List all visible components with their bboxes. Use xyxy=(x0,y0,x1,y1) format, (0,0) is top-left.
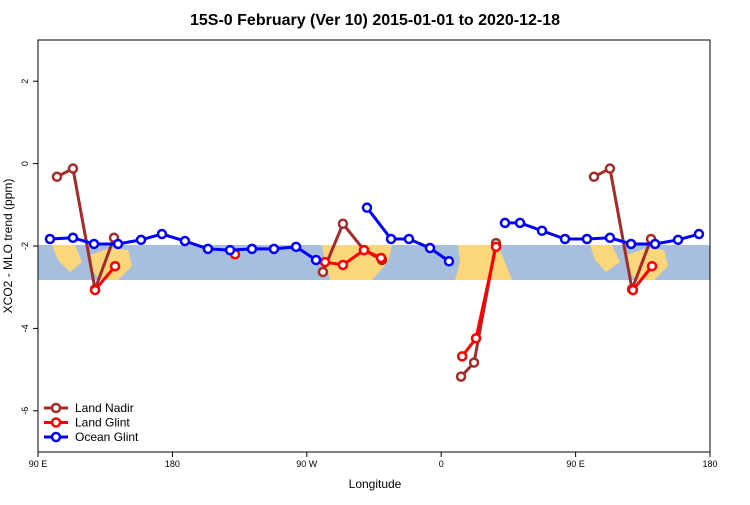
legend-label: Land Glint xyxy=(75,416,130,430)
point xyxy=(337,259,349,271)
y-axis-label: XCO2 - MLO trend (ppm) xyxy=(1,179,15,314)
x-tick-label: 90 E xyxy=(566,459,585,469)
point xyxy=(361,202,373,213)
map-background xyxy=(38,245,710,280)
series-line xyxy=(56,166,653,378)
x-axis-label: Longitude xyxy=(349,477,402,491)
point xyxy=(112,238,124,250)
point xyxy=(627,284,639,296)
point xyxy=(179,235,191,247)
point xyxy=(693,228,705,240)
point xyxy=(375,252,387,264)
point xyxy=(470,333,482,344)
point xyxy=(443,255,455,267)
point xyxy=(604,232,616,244)
chart-title: 15S-0 February (Ver 10) 2015-01-01 to 20… xyxy=(190,12,560,29)
land xyxy=(455,245,512,280)
point xyxy=(672,234,684,246)
point xyxy=(290,241,302,253)
point xyxy=(559,233,571,245)
point xyxy=(499,217,511,229)
point xyxy=(514,217,526,229)
point xyxy=(224,244,236,256)
y-tick-label: 0 xyxy=(20,161,30,166)
x-tick-label: 180 xyxy=(702,459,717,469)
x-tick-label: 90 W xyxy=(296,459,318,469)
point xyxy=(403,233,415,245)
point xyxy=(490,241,502,253)
x-tick-label: 0 xyxy=(439,459,444,469)
point xyxy=(604,163,616,174)
point xyxy=(317,266,329,278)
legend-marker xyxy=(50,402,62,414)
point xyxy=(88,238,100,250)
y-tick-label: -4 xyxy=(20,324,30,332)
point xyxy=(646,260,658,272)
point xyxy=(156,228,168,240)
legend-label: Land Nadir xyxy=(75,401,134,415)
series-line xyxy=(93,246,654,358)
point xyxy=(51,171,63,183)
point xyxy=(337,218,349,230)
point xyxy=(588,171,600,183)
point xyxy=(358,244,370,256)
y-tick-label: -2 xyxy=(20,242,30,250)
point xyxy=(649,238,661,250)
point xyxy=(44,233,56,245)
point xyxy=(67,163,79,174)
point xyxy=(310,254,322,266)
point xyxy=(202,243,214,255)
x-tick-label: 90 E xyxy=(29,459,48,469)
point xyxy=(456,351,468,362)
x-tick-label: 180 xyxy=(165,459,180,469)
point xyxy=(268,243,280,255)
point xyxy=(468,357,480,368)
legend-marker xyxy=(50,431,62,443)
point xyxy=(424,242,436,254)
y-tick-label: -6 xyxy=(20,407,30,415)
point xyxy=(109,260,121,272)
y-tick-label: 2 xyxy=(20,79,30,84)
point xyxy=(135,234,147,246)
point xyxy=(319,256,331,268)
point xyxy=(89,284,101,296)
legend-label: Ocean Glint xyxy=(75,430,139,444)
point xyxy=(246,243,258,255)
point xyxy=(67,232,79,244)
point xyxy=(625,238,637,250)
point xyxy=(581,233,593,245)
legend-marker xyxy=(50,417,62,428)
point xyxy=(385,233,397,245)
point xyxy=(455,371,467,382)
point xyxy=(536,225,548,237)
